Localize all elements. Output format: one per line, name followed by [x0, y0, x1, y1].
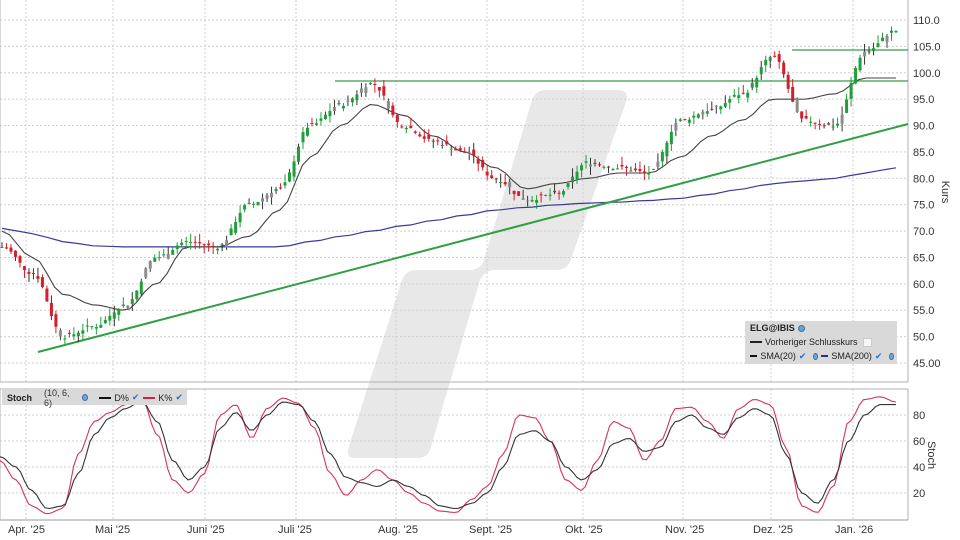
- price-tick-label: 60.0: [913, 279, 934, 291]
- sma200-check-icon[interactable]: ✔: [874, 351, 883, 361]
- uptrend-line: [37, 123, 909, 353]
- price-tick-label: 55.0: [913, 305, 934, 317]
- month-label: Okt. '25: [565, 524, 603, 536]
- sma200-settings-gear-icon[interactable]: [889, 352, 894, 360]
- price-tick-label: 65.0: [913, 252, 934, 264]
- stoch-params: (10, 6, 6): [44, 387, 70, 408]
- stoch-tick-label: 60: [913, 436, 925, 448]
- legend-sma200: SMA(200): [831, 351, 872, 361]
- month-label: Nov. '25: [665, 524, 704, 536]
- price-tick-label: 90.0: [913, 121, 934, 133]
- month-label: Mai '25: [95, 524, 130, 536]
- price-tick-label: 45.00: [913, 358, 941, 370]
- stoch-axis-ticks: 80 60 40 20: [913, 410, 925, 500]
- price-tick-label: 75.0: [913, 200, 934, 212]
- candlesticks: [0, 26, 898, 345]
- sma20-line: [1, 77, 896, 311]
- legend-prev-close: Vorheriger Schlusskurs: [765, 337, 858, 347]
- stoch-settings-gear-icon[interactable]: [82, 394, 89, 401]
- dashed-line-icon: [750, 341, 762, 343]
- legend-symbol: ELG@IBIS: [750, 323, 795, 333]
- sma20-settings-gear-icon[interactable]: [813, 352, 818, 360]
- stoch-tick-label: 40: [913, 462, 925, 474]
- price-tick-label: 70.0: [913, 226, 934, 238]
- price-tick-label: 105.0: [913, 41, 941, 53]
- stoch-grid: [0, 389, 908, 520]
- watermark-logo: [347, 90, 627, 458]
- trend-lines: [37, 49, 909, 353]
- sma200-line: [1, 167, 897, 248]
- month-label: Sept. '25: [469, 524, 512, 536]
- month-label: Apr. '25: [8, 524, 45, 536]
- k-check-icon[interactable]: ✔: [175, 392, 183, 402]
- legend-d: D%: [114, 392, 129, 403]
- time-axis-ticks: Apr. '25 Mai '25 Juni '25 Juli '25 Aug. '25 S…: [8, 524, 873, 536]
- price-axis-title: Kurs: [939, 181, 951, 204]
- price-tick-label: 80.0: [913, 173, 934, 185]
- legend-sma20: SMA(20): [760, 351, 796, 361]
- k-swatch-icon: [143, 396, 156, 399]
- price-tick-label: 85.0: [913, 147, 934, 159]
- stoch-d-line: [0, 400, 896, 510]
- month-label: Juni '25: [187, 524, 225, 536]
- stoch-k-line: [0, 396, 897, 515]
- stoch-legend: Stoch (10, 6, 6) D% ✔ K% ✔: [2, 387, 187, 408]
- d-swatch-icon: [99, 396, 112, 399]
- settings-gear-icon[interactable]: [797, 324, 805, 332]
- price-tick-label: 95.0: [913, 94, 934, 106]
- sma20-check-icon[interactable]: ✔: [798, 351, 807, 361]
- price-tick-label: 50.0: [913, 332, 934, 344]
- stoch-tick-label: 20: [913, 488, 925, 500]
- month-label: Aug. '25: [378, 524, 418, 536]
- sma20-swatch-icon: [750, 355, 758, 357]
- month-label: Dez. '25: [753, 524, 793, 536]
- sma200-swatch-icon: [821, 355, 829, 357]
- prev-close-checkbox[interactable]: [862, 337, 872, 347]
- month-label: Jan. '26: [835, 524, 873, 536]
- legend-k: K%: [158, 392, 173, 403]
- price-legend: ELG@IBIS Vorheriger Schlusskurs SMA(20) …: [745, 321, 897, 364]
- price-axis-ticks: 110.0 105.0 100.0 95.0 90.0 85.0 80.0 75.0 70.0 6…: [913, 15, 941, 370]
- stoch-axis-title: Stoch: [925, 441, 937, 469]
- d-check-icon[interactable]: ✔: [131, 392, 140, 402]
- price-tick-label: 100.0: [913, 68, 941, 80]
- stoch-title: Stoch: [7, 392, 33, 403]
- stoch-tick-label: 80: [913, 410, 925, 422]
- price-tick-label: 110.0: [913, 15, 940, 27]
- month-label: Juli '25: [278, 524, 312, 536]
